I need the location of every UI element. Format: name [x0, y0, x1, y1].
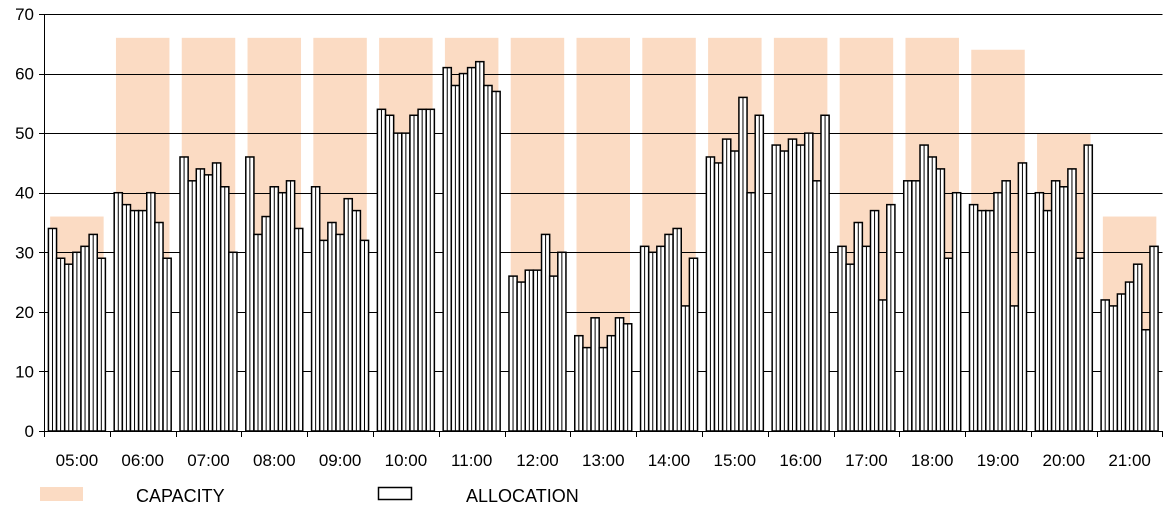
x-tick-label: 07:00 — [187, 451, 230, 470]
x-tick-label: 14:00 — [648, 451, 691, 470]
y-tick-label: 10 — [15, 362, 34, 381]
x-tick-label: 21:00 — [1108, 451, 1151, 470]
axes — [39, 14, 1163, 437]
y-tick-label: 60 — [15, 65, 34, 84]
x-tick-label: 12:00 — [516, 451, 559, 470]
x-tick-label: 18:00 — [911, 451, 954, 470]
y-tick-label: 50 — [15, 124, 34, 143]
legend-allocation-label: ALLOCATION — [466, 486, 579, 506]
y-tick-label: 70 — [15, 5, 34, 24]
y-tick-label: 20 — [15, 303, 34, 322]
x-tick-label: 16:00 — [779, 451, 822, 470]
x-tick-label: 15:00 — [714, 451, 757, 470]
x-tick-label: 10:00 — [385, 451, 428, 470]
tick-labels: 0 10 20 30 40 50 60 70 05:00 06:00 07:00 08:00 09:00… — [15, 5, 1151, 470]
x-tick-label: 08:00 — [253, 451, 296, 470]
x-tick-label: 05:00 — [56, 451, 99, 470]
x-tick-label: 19:00 — [977, 451, 1020, 470]
y-tick-label: 30 — [15, 243, 34, 262]
y-tick-label: 40 — [15, 184, 34, 203]
allocation-series — [47, 60, 1159, 432]
x-tick-label: 06:00 — [121, 451, 164, 470]
x-tick-label: 13:00 — [582, 451, 625, 470]
x-tick-label: 20:00 — [1043, 451, 1086, 470]
legend: CAPACITY ALLOCATION — [40, 486, 579, 506]
x-tick-label: 09:00 — [319, 451, 362, 470]
legend-capacity-swatch — [40, 487, 83, 501]
x-tick-label: 17:00 — [845, 451, 888, 470]
x-tick-label: 11:00 — [451, 451, 492, 470]
legend-capacity-label: CAPACITY — [136, 486, 225, 506]
legend-allocation-swatch — [377, 486, 413, 501]
y-tick-label: 0 — [25, 422, 34, 441]
